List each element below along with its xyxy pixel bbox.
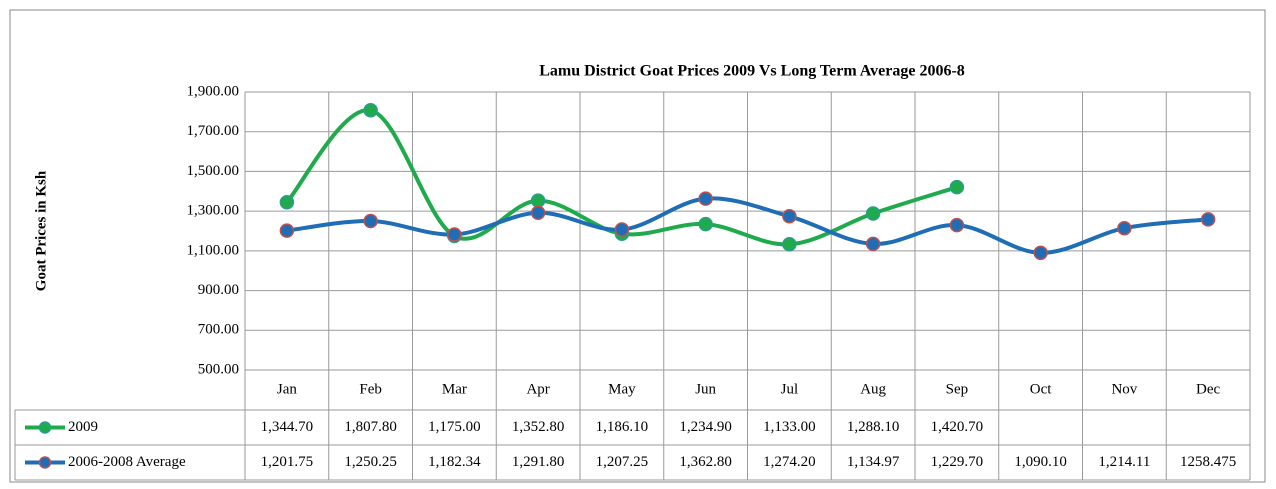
series-marker (279, 223, 295, 238)
table-value: 1,234.90 (679, 419, 732, 435)
series-marker (1200, 212, 1216, 227)
series-line (286, 196, 1209, 255)
table-value: 1,288.10 (847, 419, 900, 435)
legend-label: 2009 (68, 419, 98, 435)
table-value: 1,291.80 (512, 454, 565, 470)
series-marker (530, 193, 546, 208)
y-tick-label: 1,700.00 (187, 123, 240, 139)
x-tick-label: Nov (1111, 381, 1137, 397)
y-tick-label: 500.00 (198, 361, 239, 377)
series-marker (782, 209, 797, 224)
series-marker (363, 103, 378, 118)
table-value: 1,362.80 (679, 454, 732, 470)
y-tick-label: 700.00 (198, 322, 239, 338)
series-marker (698, 216, 713, 232)
table-value: 1,207.25 (596, 454, 649, 470)
table-value: 1,201.75 (261, 454, 314, 470)
x-tick-label: Aug (860, 381, 886, 397)
table-value: 1,274.20 (763, 454, 816, 470)
table-value: 1,182.34 (428, 454, 481, 470)
table-value: 1,352.80 (512, 419, 565, 435)
table-value: 1,420.70 (931, 419, 984, 435)
y-tick-label: 1,100.00 (187, 242, 240, 258)
x-tick-label: Apr (526, 381, 549, 397)
table-value: 1,134.97 (847, 454, 900, 470)
series-marker (865, 206, 881, 221)
series-marker (949, 217, 965, 233)
y-tick-label: 1,300.00 (187, 203, 240, 219)
table-value: 1,133.00 (763, 419, 816, 435)
table-value: 1,186.10 (596, 419, 649, 435)
y-tick-label: 1,500.00 (187, 163, 240, 179)
y-tick-label: 1,900.00 (187, 83, 240, 99)
table-value: 1,344.70 (261, 419, 314, 435)
table-value: 1,229.70 (931, 454, 984, 470)
series-marker (614, 222, 630, 237)
series-marker (949, 179, 965, 195)
y-axis-label: Goat Prices in Ksh (33, 170, 49, 291)
table-value: 1258.475 (1180, 454, 1236, 470)
series-marker (865, 236, 881, 252)
legend-label: 2006-2008 Average (68, 454, 186, 470)
x-tick-label: Sep (946, 381, 969, 397)
table-value: 1,175.00 (428, 419, 481, 435)
series-marker (782, 237, 797, 252)
x-tick-label: Feb (359, 381, 382, 397)
x-tick-label: Mar (442, 381, 467, 397)
series-marker (447, 227, 462, 242)
legend-marker (38, 456, 52, 469)
x-tick-label: Dec (1196, 381, 1220, 397)
table-value: 1,807.80 (344, 419, 397, 435)
x-tick-label: Jan (277, 381, 297, 397)
x-tick-label: Jul (781, 381, 799, 397)
series-marker (279, 195, 295, 210)
series-marker (1117, 220, 1132, 236)
series-marker (363, 213, 378, 229)
table-value: 1,250.25 (344, 454, 397, 470)
x-tick-label: Oct (1030, 381, 1052, 397)
table-value: 1,214.11 (1098, 454, 1150, 470)
table-value: 1,090.10 (1014, 454, 1067, 470)
x-tick-label: May (608, 381, 636, 397)
chart-frame (9, 9, 1266, 483)
series-marker (530, 205, 546, 221)
chart-title: Lamu District Goat Prices 2009 Vs Long T… (539, 63, 965, 80)
y-tick-label: 900.00 (198, 282, 239, 298)
legend-marker (38, 421, 52, 434)
series-marker (698, 191, 713, 206)
x-tick-label: Jun (695, 381, 716, 397)
series-marker (1033, 245, 1048, 261)
